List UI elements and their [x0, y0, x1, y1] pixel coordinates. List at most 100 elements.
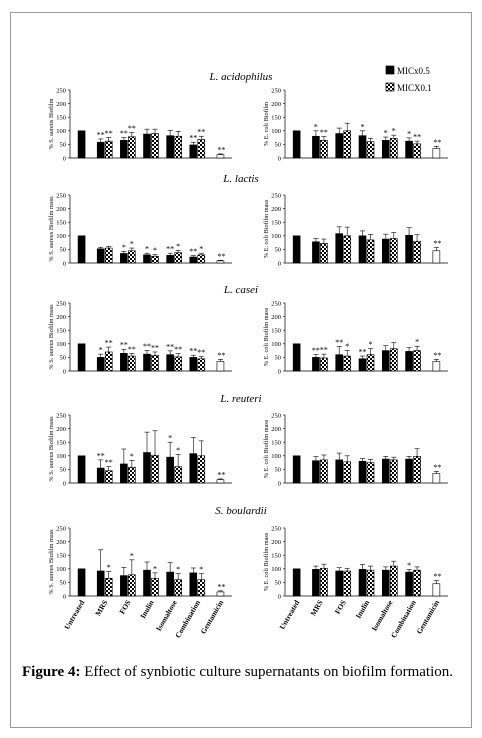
star-mic05: * [407, 129, 411, 138]
star-mic01: ** [128, 124, 136, 133]
legend-label-1: MICX0.1 [397, 83, 432, 93]
bar-mic01 [151, 133, 159, 159]
bar-mic01 [174, 466, 182, 484]
bar-mic05 [358, 135, 367, 159]
y-tick-label: 100 [271, 566, 281, 573]
legend-label-0: MICx0.5 [397, 66, 430, 76]
bar-mic05 [143, 133, 151, 159]
y-axis-label: % E. coli Biofilm [263, 102, 270, 147]
row-title: L. lactis [222, 173, 258, 185]
bar-mic05 [312, 241, 320, 264]
y-axis-label: % S. aureus Biofilm mass [48, 416, 55, 482]
bar-mic01 [174, 135, 182, 159]
bar-mic01 [151, 454, 159, 484]
legend: MICx0.5 MICX0.1 [385, 65, 432, 93]
star-mic01: * [176, 242, 180, 251]
panel-2-0: 0 50 100 150 200 250% S. aureus Biofilm mass *… [48, 300, 232, 375]
bar-mic01 [128, 574, 136, 597]
y-tick-label: 250 [56, 412, 66, 419]
bar-mic05 [312, 460, 320, 484]
y-tick-label: 0 [278, 480, 281, 487]
x-category-label: Gentamicin [199, 598, 226, 636]
bar-mic05 [166, 135, 174, 159]
y-tick-label: 200 [271, 206, 281, 213]
y-tick-label: 150 [56, 220, 66, 227]
y-tick-label: 100 [271, 341, 281, 348]
x-category-label: FOS [117, 599, 132, 616]
star-gentamicin: ** [433, 351, 441, 360]
y-axis-label: % S. aureus Biofilm [48, 98, 55, 149]
star-mic01: * [130, 551, 134, 560]
y-tick-label: 0 [63, 260, 66, 267]
caption-label: Figure 4: [22, 664, 81, 680]
x-category-label: FOS [333, 599, 348, 616]
bar-mic05 [96, 141, 105, 159]
panel-3-1: 0 50 100 150 200 250% E. coli Biofilm mass ** [263, 412, 448, 487]
star-mic05: ** [166, 342, 174, 351]
star-mic05: ** [97, 451, 105, 460]
row-title: L. reuteri [219, 393, 261, 405]
bar-mic01 [320, 459, 328, 484]
y-tick-label: 200 [56, 314, 66, 321]
y-tick-label: 250 [271, 87, 281, 94]
bar-mic05 [189, 453, 198, 484]
bar-mic05 [166, 255, 174, 264]
y-tick-label: 200 [56, 206, 66, 213]
panel-4-0: 0 50 100 150 200 250% S. aureus Biofilm mass *… [48, 525, 232, 600]
y-axis-label: % S. aureus Biofilm mass [48, 304, 55, 370]
bar-mic01 [151, 578, 159, 597]
bar-gentamicin [432, 250, 441, 264]
y-tick-label: 50 [60, 355, 67, 362]
bar-gentamicin [216, 361, 225, 372]
y-tick-label: 250 [56, 192, 66, 199]
bar-mic01 [174, 356, 182, 372]
y-axis-label: % S. aureus Biofilm mass [48, 196, 55, 262]
y-tick-label: 100 [271, 453, 281, 460]
star-mic01: * [415, 338, 419, 347]
bar-mic01 [320, 567, 328, 597]
star-gentamicin: ** [217, 351, 225, 360]
bar-mic01 [343, 130, 352, 159]
star-mic01: ** [320, 346, 328, 355]
bar-mic01 [197, 139, 206, 159]
bar-mic05 [405, 140, 413, 159]
bar-mic05 [143, 569, 151, 597]
panel-1-1: 0 50 100 150 200 250% E. coli Biofilm mass ** [263, 192, 448, 267]
bar-mic05 [120, 253, 128, 264]
star-mic05: ** [120, 341, 128, 350]
x-category-label: Inulin [138, 598, 156, 620]
bar-mic01 [128, 355, 136, 372]
star-gentamicin: ** [217, 252, 225, 261]
bar-mic01 [413, 456, 421, 484]
bar-mic01 [366, 462, 375, 484]
y-tick-label: 150 [271, 115, 281, 122]
star-mic05: ** [335, 338, 343, 347]
y-tick-label: 200 [271, 539, 281, 546]
star-mic01: ** [413, 133, 421, 142]
y-tick-label: 200 [271, 426, 281, 433]
star-mic01: ** [197, 348, 205, 357]
star-mic01: ** [151, 343, 159, 352]
star-gentamicin: ** [433, 138, 441, 147]
y-tick-label: 200 [271, 101, 281, 108]
bar-mic05 [358, 235, 367, 264]
y-tick-label: 150 [271, 220, 281, 227]
bar-mic01 [197, 455, 206, 484]
bar-mic01 [366, 569, 375, 597]
star-mic05: * [99, 346, 103, 355]
x-category-label: MRS [93, 599, 109, 618]
bar-mic05 [312, 569, 320, 597]
legend-swatch-0 [385, 65, 395, 75]
y-tick-label: 250 [56, 87, 66, 94]
bar-mic05 [189, 357, 198, 372]
bar-mic05 [358, 358, 367, 372]
bar-mic01 [413, 143, 421, 159]
bar-mic05 [143, 254, 151, 264]
bar-mic01 [413, 569, 421, 597]
bar-mic05 [335, 570, 344, 597]
bar-mic01 [151, 354, 159, 372]
y-tick-label: 50 [60, 580, 67, 587]
bar-mic01 [389, 565, 398, 597]
